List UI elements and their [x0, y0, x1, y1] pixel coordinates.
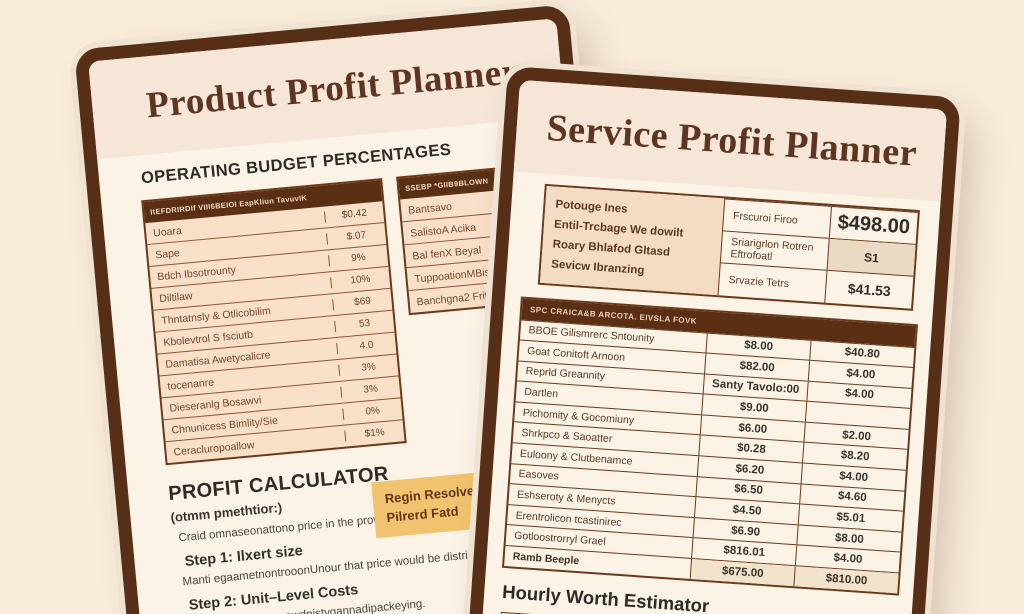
service-summary-table: Potouge Ines Entil-Trcbage We dowilt Roa… — [537, 183, 920, 311]
row-value: $69 — [332, 293, 392, 311]
row-value: 9% — [328, 249, 388, 267]
row-value: 3% — [340, 381, 401, 398]
summary-row-label: Srvazie Tetrs — [728, 273, 790, 291]
row-value: 53 — [334, 315, 394, 333]
row-value: 4.0 — [336, 337, 396, 354]
summary-intro-cell: Potouge Ines Entil-Trcbage We dowilt Roa… — [539, 185, 726, 295]
cost-table-rows: BBOE Gilismrerc Sntounity $8.00 $40.80 G… — [504, 319, 915, 594]
budget-table-rows: Uoara $0.42 Sape $.07 Bdch Ibsotrounty — [145, 201, 405, 464]
service-card-body: Potouge Ines Entil-Trcbage We dowilt Roa… — [481, 172, 941, 614]
service-profit-planner-card: Service Profit Planner Potouge Ines Enti… — [460, 66, 961, 614]
service-card-title: Service Profit Planner — [545, 106, 919, 175]
product-card-title: Product Profit Planner — [144, 50, 521, 126]
row-value: 3% — [338, 359, 398, 376]
summary-row-value: $41.53 — [824, 271, 914, 309]
row-value: 10% — [330, 271, 390, 289]
row-value: $.07 — [326, 228, 386, 245]
summary-value-rows: Frscuroi Firoo $498.00 Sriarigrlon Rotre… — [718, 198, 918, 309]
row-value: 0% — [342, 403, 403, 420]
row-value: $0.42 — [323, 206, 384, 223]
row-value: $1% — [344, 425, 405, 442]
service-cost-table: SPC CRAICA&B ARCOTA. EIVSLA FOVK BBOE Gi… — [502, 295, 919, 596]
budget-percentages-table: ItEFDRIRDIf VIII6BEIOI EapKliun TavuvIK … — [141, 178, 407, 466]
